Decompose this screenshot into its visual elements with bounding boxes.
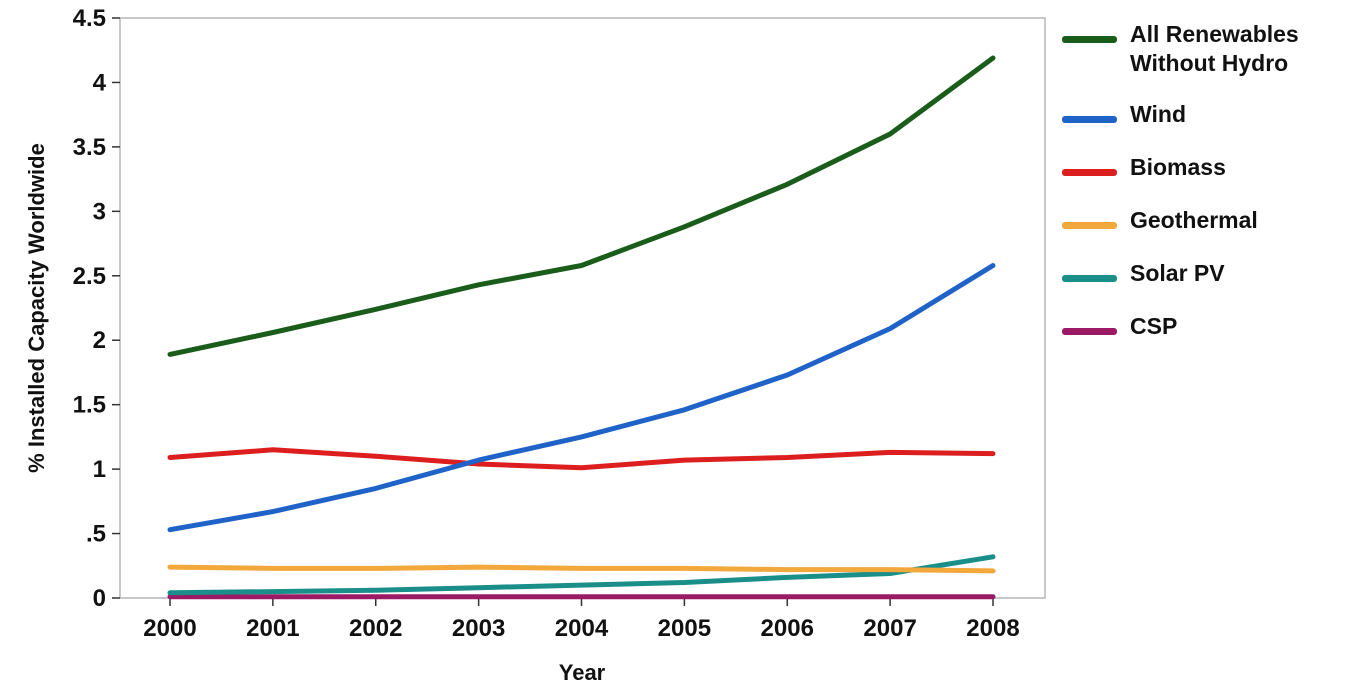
legend-swatch	[1062, 116, 1117, 123]
y-tick-label: 4	[93, 69, 107, 96]
x-tick-label: 2002	[349, 615, 402, 642]
y-tick-label: .5	[86, 521, 106, 548]
line-chart: 0 .5 1 1.5 2 2.5 3 3.5 4 4.5 2000 2001 2002 2003 2004…	[24, 5, 1046, 685]
legend-label: Geothermal	[1130, 207, 1258, 233]
series-line-solar-pv	[167, 554, 996, 596]
x-tick-label: 2004	[555, 615, 609, 642]
legend-item-geothermal: Geothermal	[1062, 196, 1347, 235]
x-tick-label: 2005	[658, 615, 711, 642]
legend-label: Wind	[1130, 101, 1186, 127]
legend: All Renewables Without Hydro Wind Biomass G…	[1062, 10, 1347, 355]
y-tick-label: 3.5	[73, 134, 106, 161]
y-tick-label: 2	[93, 327, 106, 354]
y-tick-label: 1	[93, 456, 106, 483]
series-line-all-renewables-without-hydro	[167, 55, 996, 357]
x-tick-label: 2003	[452, 615, 505, 642]
series-line-geothermal	[167, 564, 996, 574]
series-line-wind	[167, 263, 996, 533]
y-tick-label: 2.5	[73, 263, 106, 290]
legend-item-solar-pv: Solar PV	[1062, 249, 1347, 288]
x-tick-label: 2000	[143, 615, 196, 642]
y-tick-label: 4.5	[73, 5, 106, 32]
plot-area	[119, 17, 1046, 599]
legend-item-wind: Wind	[1062, 90, 1347, 129]
legend-swatch	[1062, 36, 1117, 43]
y-tick-label: 0	[93, 585, 106, 612]
y-axis-title: % Installed Capacity Worldwide	[24, 143, 49, 473]
y-axis: 0 .5 1 1.5 2 2.5 3 3.5 4 4.5	[73, 5, 120, 612]
x-axis-title: Year	[559, 660, 606, 685]
x-tick-label: 2008	[966, 615, 1019, 642]
legend-swatch	[1062, 169, 1117, 176]
series-lines	[167, 55, 996, 600]
y-tick-label: 1.5	[73, 392, 106, 419]
legend-swatch	[1062, 275, 1117, 282]
x-tick-label: 2006	[761, 615, 814, 642]
legend-swatch	[1062, 222, 1117, 229]
x-tick-label: 2001	[246, 615, 299, 642]
x-tick-label: 2007	[863, 615, 916, 642]
legend-label: All Renewables Without Hydro	[1130, 21, 1299, 76]
legend-swatch	[1062, 328, 1117, 335]
legend-label: CSP	[1130, 313, 1178, 339]
legend-item-biomass: Biomass	[1062, 143, 1347, 182]
legend-item-csp: CSP	[1062, 302, 1347, 341]
legend-item-all-renewables-without-hydro: All Renewables Without Hydro	[1062, 10, 1347, 78]
legend-label: Solar PV	[1130, 260, 1225, 286]
y-tick-label: 3	[93, 198, 106, 225]
legend-label: Biomass	[1130, 154, 1226, 180]
series-line-biomass	[167, 447, 996, 471]
x-axis: 2000 2001 2002 2003 2004 2005 2006 2007 2008	[143, 598, 1020, 642]
